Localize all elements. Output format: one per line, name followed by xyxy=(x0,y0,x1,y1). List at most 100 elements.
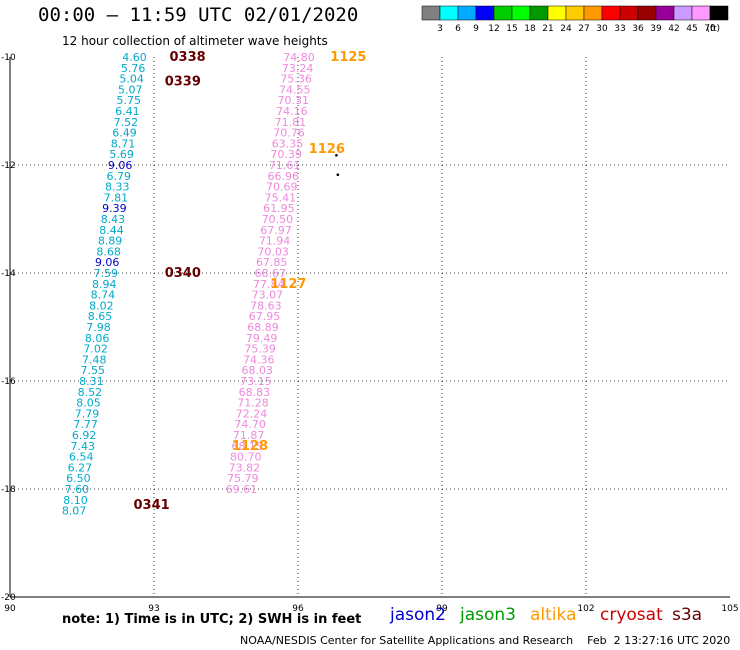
wave-height-value: 8.05 xyxy=(76,397,101,410)
pass-time-label: 1127 xyxy=(270,277,306,292)
wave-height-value: 7.98 xyxy=(86,321,111,334)
map-axes: 90 93 96 99 102 105 -10 -12 -14 -16 -18 -20 xyxy=(1,53,739,614)
wave-height-value: 71.81 xyxy=(275,116,307,129)
wave-height-value: 72.24 xyxy=(236,407,268,420)
color-scale-label: 15 xyxy=(506,24,517,34)
wave-height-value: 7.60 xyxy=(65,483,90,496)
wave-height-value: 5.76 xyxy=(121,62,146,75)
color-swatch xyxy=(493,5,513,21)
lon-tick-label: 99 xyxy=(436,604,448,614)
wave-height-value: 73.15 xyxy=(240,375,272,388)
color-swatch xyxy=(439,5,459,21)
color-swatch xyxy=(547,5,567,21)
wave-height-value: 66.96 xyxy=(267,170,299,183)
pass-time-label: 1126 xyxy=(309,142,345,157)
wave-height-value: 80.70 xyxy=(230,451,262,464)
color-swatch xyxy=(691,5,711,21)
wave-height-value: 7.52 xyxy=(114,116,139,129)
wave-height-value: 5.69 xyxy=(109,148,134,161)
credit-line: NOAA/NESDIS Center for Satellite Applica… xyxy=(240,634,731,647)
wave-height-value: 8.02 xyxy=(89,299,114,312)
color-swatch xyxy=(511,5,531,21)
wave-height-value: 70.69 xyxy=(266,181,298,194)
wave-height-value: 67.85 xyxy=(256,256,288,269)
altimeter-tracks: 4.605.765.045.075.756.417.526.498.715.69… xyxy=(62,51,315,518)
pass-time-label: 0339 xyxy=(165,74,201,89)
wave-height-value: 75.36 xyxy=(280,73,312,86)
wave-height-value: 4.60 xyxy=(122,51,147,64)
wave-height-value: 8.94 xyxy=(92,278,117,291)
wave-height-value: 6.92 xyxy=(72,429,97,442)
wave-height-value: 70.76 xyxy=(273,127,305,140)
wave-height-value: 71.94 xyxy=(259,235,291,248)
wave-height-value: 75.41 xyxy=(265,191,297,204)
lon-tick-label: 102 xyxy=(577,604,594,614)
color-swatch xyxy=(565,5,585,21)
color-swatch xyxy=(421,5,441,21)
wave-height-value: 5.04 xyxy=(119,73,144,86)
wave-height-value: 8.71 xyxy=(111,137,136,150)
wave-height-value: 7.55 xyxy=(81,364,106,377)
color-scale-label: 18 xyxy=(524,24,536,34)
wave-height-value: 74.55 xyxy=(279,83,311,96)
wave-height-value: 71.28 xyxy=(237,397,269,410)
wave-height-value: 5.75 xyxy=(117,94,142,107)
island-marker xyxy=(336,173,340,177)
color-swatch xyxy=(601,5,621,21)
wave-height-value: 7.79 xyxy=(75,407,100,420)
page-subtitle: 12 hour collection of altimeter wave hei… xyxy=(62,34,328,48)
wave-height-value: 7.59 xyxy=(94,267,119,280)
wave-height-value: 73.24 xyxy=(282,62,314,75)
wave-height-value: 8.65 xyxy=(88,310,113,323)
color-scale-label: 27 xyxy=(578,24,589,34)
satellite-legend-jason2: jason2 xyxy=(390,605,446,625)
wave-height-value: 7.48 xyxy=(82,353,107,366)
island-markers xyxy=(335,153,340,177)
wave-height-value: 71.87 xyxy=(233,429,265,442)
satellite-legend-cryosat: cryosat xyxy=(600,605,663,625)
map-grid xyxy=(10,57,730,597)
wave-height-value: 6.79 xyxy=(106,170,131,183)
color-swatch xyxy=(637,5,657,21)
wave-height-value: 61.95 xyxy=(263,202,295,215)
pass-time-label: 0341 xyxy=(134,498,170,513)
color-swatch xyxy=(457,5,477,21)
wave-height-value: 73.82 xyxy=(229,461,261,474)
wave-height-value: 74.70 xyxy=(234,418,266,431)
pass-time-label: 1125 xyxy=(330,50,366,65)
wave-height-value: 68.03 xyxy=(242,364,274,377)
lon-tick-label: 96 xyxy=(292,604,304,614)
wave-height-value: 8.06 xyxy=(85,332,110,345)
wave-height-value: 69.61 xyxy=(226,483,258,496)
lon-tick-label: 93 xyxy=(148,604,159,614)
color-swatch xyxy=(655,5,675,21)
lat-tick-label: -20 xyxy=(1,593,16,603)
color-swatch xyxy=(529,5,549,21)
color-swatch xyxy=(619,5,639,21)
color-swatch xyxy=(475,5,495,21)
wave-height-value: 68.89 xyxy=(247,321,279,334)
wave-height-value: 68.15 xyxy=(231,440,263,453)
wave-height-value: 7.81 xyxy=(104,191,129,204)
wave-height-value: 77.84 xyxy=(253,278,285,291)
wave-height-value: 8.07 xyxy=(62,505,87,518)
wave-height-value: 7.77 xyxy=(73,418,98,431)
color-scale-label: 33 xyxy=(614,24,625,34)
wave-height-value: 75.39 xyxy=(244,343,276,356)
lon-tick-label: 105 xyxy=(721,604,738,614)
wave-height-value: 8.52 xyxy=(78,386,103,399)
wave-height-value: 68.83 xyxy=(239,386,271,399)
footnote: note: 1) Time is in UTC; 2) SWH is in fe… xyxy=(62,612,362,627)
wave-height-value: 68.67 xyxy=(255,267,287,280)
pass-time-labels: 0338 0339 0340 0341 1125 1126 1127 1128 xyxy=(134,50,367,513)
color-scale-label: 6 xyxy=(455,24,461,34)
color-scale-legend: 3 6 9 12 15 18 21 24 27 30 33 36 39 42 45 70(ft) xyxy=(421,5,729,34)
wave-height-value: 8.44 xyxy=(99,224,124,237)
wave-height-value: 67.95 xyxy=(249,310,281,323)
wave-height-value: 73.07 xyxy=(252,289,284,302)
wave-height-value: 8.43 xyxy=(101,213,126,226)
wave-height-value: 78.63 xyxy=(250,299,282,312)
color-scale-label: 12 xyxy=(488,24,499,34)
wave-height-value: 8.68 xyxy=(96,245,121,258)
